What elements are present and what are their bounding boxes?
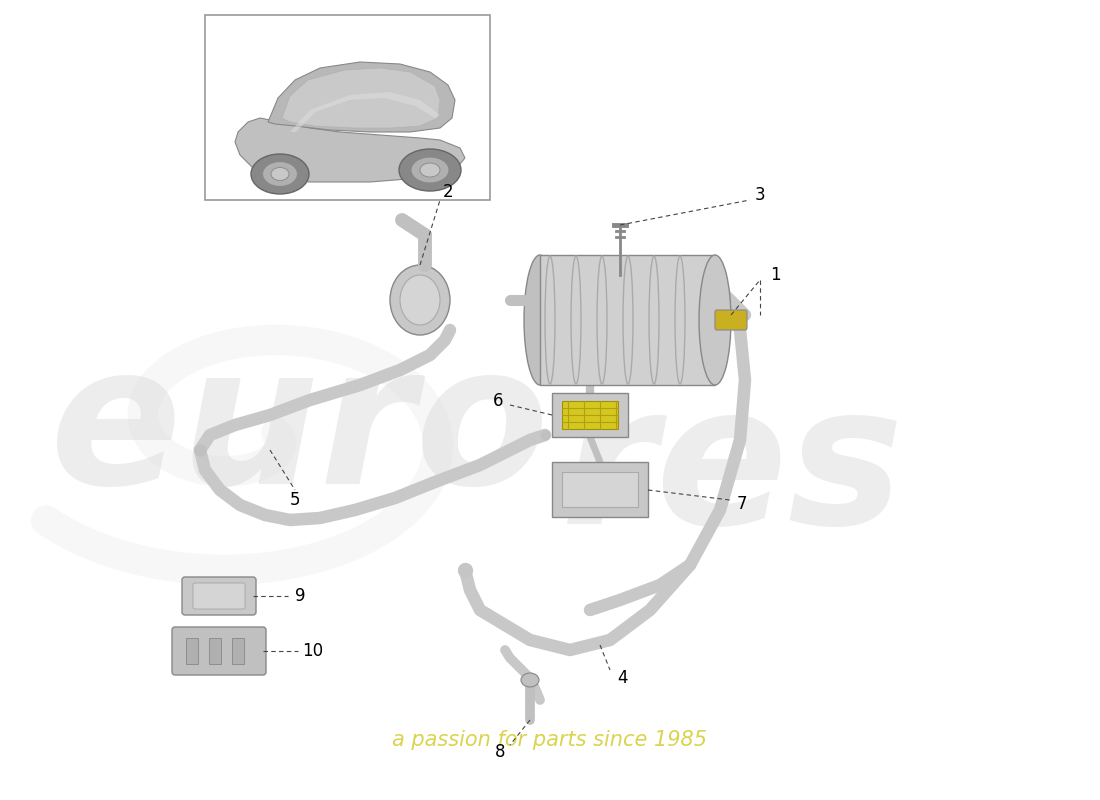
- Text: a passion for parts since 1985: a passion for parts since 1985: [393, 730, 707, 750]
- Bar: [186, 638, 198, 664]
- Ellipse shape: [271, 167, 289, 181]
- Text: 8: 8: [495, 743, 505, 761]
- Bar: [232, 638, 244, 664]
- Text: 9: 9: [295, 587, 306, 605]
- Bar: [552, 462, 648, 517]
- Polygon shape: [290, 92, 440, 132]
- Ellipse shape: [420, 163, 440, 177]
- Bar: [540, 255, 715, 385]
- Text: res: res: [560, 376, 903, 564]
- Text: 3: 3: [755, 186, 766, 204]
- Text: 5: 5: [289, 491, 300, 509]
- FancyBboxPatch shape: [172, 627, 266, 675]
- Polygon shape: [282, 68, 440, 128]
- Ellipse shape: [251, 154, 309, 194]
- Ellipse shape: [411, 157, 449, 183]
- FancyBboxPatch shape: [192, 583, 245, 609]
- Bar: [562, 472, 638, 507]
- Text: 1: 1: [770, 266, 780, 284]
- Bar: [552, 393, 628, 437]
- Text: 10: 10: [302, 642, 323, 660]
- Ellipse shape: [390, 265, 450, 335]
- Text: 6: 6: [493, 392, 504, 410]
- FancyBboxPatch shape: [182, 577, 256, 615]
- Text: 7: 7: [737, 495, 747, 513]
- Polygon shape: [235, 118, 465, 182]
- FancyBboxPatch shape: [715, 310, 747, 330]
- Ellipse shape: [263, 162, 297, 186]
- Ellipse shape: [698, 255, 732, 385]
- Text: 2: 2: [442, 183, 453, 201]
- Bar: [205, 15, 490, 200]
- Polygon shape: [268, 62, 455, 132]
- Text: 4: 4: [617, 669, 627, 687]
- Bar: [209, 638, 221, 664]
- Ellipse shape: [524, 255, 556, 385]
- Ellipse shape: [399, 149, 461, 191]
- Text: euro: euro: [50, 336, 550, 524]
- Bar: [562, 401, 618, 429]
- Ellipse shape: [400, 275, 440, 325]
- Ellipse shape: [521, 673, 539, 687]
